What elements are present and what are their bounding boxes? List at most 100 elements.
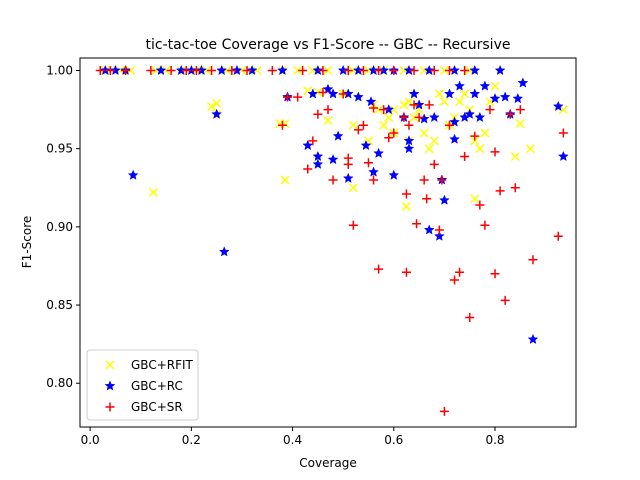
data-point-gbc-sr bbox=[389, 66, 399, 76]
data-point-gbc-sr bbox=[401, 267, 411, 277]
data-point-gbc-sr bbox=[480, 220, 490, 230]
data-point-gbc-rc bbox=[302, 139, 314, 151]
data-point-gbc-rc bbox=[231, 64, 243, 76]
data-point-gbc-rfit bbox=[510, 151, 520, 162]
data-point-gbc-rfit bbox=[429, 136, 439, 146]
data-point-gbc-sr bbox=[558, 128, 568, 138]
data-point-gbc-rc bbox=[277, 64, 288, 76]
data-point-gbc-rc bbox=[312, 158, 324, 169]
data-point-gbc-rc bbox=[557, 150, 569, 162]
data-point-gbc-rfit bbox=[399, 100, 409, 110]
data-point-gbc-sr bbox=[343, 159, 353, 169]
data-point-gbc-sr bbox=[437, 175, 447, 185]
data-point-gbc-rc bbox=[211, 108, 223, 119]
data-point-gbc-rfit bbox=[525, 144, 535, 154]
data-point-gbc-sr bbox=[490, 147, 500, 157]
data-point-gbc-rc bbox=[373, 147, 385, 158]
y-tick-label: 1.00 bbox=[46, 64, 73, 78]
data-point-gbc-rc bbox=[517, 77, 529, 88]
data-point-gbc-rc bbox=[327, 88, 339, 99]
data-point-gbc-sr bbox=[495, 186, 505, 196]
data-point-gbc-rc bbox=[408, 88, 420, 99]
x-tick-label: 0.0 bbox=[81, 433, 100, 447]
data-point-gbc-rc bbox=[368, 64, 379, 76]
data-point-gbc-sr bbox=[510, 183, 520, 193]
data-point-gbc-rfit bbox=[323, 65, 333, 76]
data-point-gbc-rc bbox=[218, 246, 230, 257]
legend-symbol-gbc-sr bbox=[105, 402, 115, 412]
data-point-gbc-sr bbox=[384, 133, 394, 143]
data-point-gbc-sr bbox=[444, 66, 454, 76]
legend-label-gbc-rfit: GBC+RFIT bbox=[131, 358, 194, 372]
data-point-gbc-sr bbox=[444, 120, 454, 130]
y-axis-label: F1-Score bbox=[20, 216, 34, 268]
data-point-gbc-sr bbox=[207, 66, 217, 76]
data-point-gbc-sr bbox=[191, 66, 201, 76]
x-tick-label: 0.2 bbox=[182, 433, 201, 447]
data-point-gbc-sr bbox=[450, 275, 460, 285]
data-point-gbc-sr bbox=[465, 313, 475, 323]
data-point-gbc-rc bbox=[388, 169, 400, 180]
data-point-gbc-rc bbox=[352, 91, 364, 102]
data-point-gbc-rc bbox=[469, 88, 481, 99]
data-point-gbc-sr bbox=[475, 200, 485, 210]
data-point-gbc-sr bbox=[485, 105, 495, 115]
data-point-gbc-sr bbox=[434, 225, 444, 235]
data-point-gbc-rc bbox=[449, 64, 460, 76]
data-point-gbc-sr bbox=[374, 264, 384, 274]
data-point-gbc-sr bbox=[414, 112, 424, 122]
data-point-gbc-rfit bbox=[384, 112, 394, 122]
data-point-gbc-rc bbox=[469, 64, 481, 76]
legend-frame bbox=[86, 349, 199, 421]
data-point-gbc-sr bbox=[277, 120, 287, 130]
legend-marker-gbc-rfit bbox=[105, 360, 115, 370]
data-marks bbox=[95, 64, 569, 416]
data-point-gbc-rc bbox=[403, 143, 415, 154]
data-point-gbc-rc bbox=[216, 64, 228, 76]
data-point-gbc-rfit bbox=[409, 112, 419, 122]
data-point-gbc-rc bbox=[368, 166, 379, 177]
y-tick-label: 0.80 bbox=[46, 376, 73, 390]
data-point-gbc-sr bbox=[267, 66, 277, 76]
legend-label-gbc-sr: GBC+SR bbox=[131, 400, 183, 414]
data-point-gbc-rfit bbox=[401, 202, 411, 212]
data-point-gbc-sr bbox=[358, 66, 368, 76]
x-tick-label: 0.4 bbox=[283, 433, 302, 447]
data-point-gbc-sr bbox=[412, 219, 422, 229]
data-point-gbc-sr bbox=[409, 100, 419, 110]
data-point-gbc-sr bbox=[439, 406, 449, 416]
data-point-gbc-sr bbox=[505, 109, 515, 119]
legend-label-gbc-rc: GBC+RC bbox=[131, 379, 183, 393]
data-point-gbc-rfit bbox=[470, 194, 480, 204]
data-point-gbc-rc bbox=[489, 92, 501, 104]
data-point-gbc-rc bbox=[322, 83, 334, 94]
data-point-gbc-rc bbox=[474, 111, 486, 123]
data-point-gbc-sr bbox=[389, 128, 399, 138]
data-point-gbc-rfit bbox=[434, 89, 444, 99]
data-point-gbc-rc bbox=[494, 64, 506, 76]
data-point-gbc-sr bbox=[313, 109, 323, 119]
data-point-gbc-sr bbox=[95, 66, 105, 76]
data-point-gbc-rfit bbox=[470, 136, 480, 146]
data-point-gbc-rc bbox=[499, 91, 511, 102]
data-point-gbc-rc bbox=[312, 64, 324, 76]
data-point-gbc-rc bbox=[413, 99, 425, 110]
data-point-gbc-rc bbox=[512, 92, 524, 104]
data-point-gbc-sr bbox=[460, 66, 470, 76]
data-point-gbc-rfit bbox=[212, 98, 222, 108]
data-point-gbc-rc bbox=[127, 169, 139, 180]
data-point-gbc-sr bbox=[293, 92, 303, 102]
x-tick-label: 0.6 bbox=[384, 433, 403, 447]
data-point-gbc-rfit bbox=[148, 187, 158, 197]
data-point-gbc-sr bbox=[460, 152, 470, 162]
y-axis-ticks: 0.80 0.85 0.90 0.95 1.00 bbox=[46, 64, 80, 390]
data-point-gbc-rfit bbox=[280, 175, 290, 185]
data-point-gbc-sr bbox=[401, 189, 411, 199]
data-point-gbc-sr bbox=[528, 255, 538, 265]
data-point-gbc-sr bbox=[515, 105, 525, 115]
data-point-gbc-rc bbox=[403, 135, 415, 146]
data-point-gbc-rc bbox=[360, 139, 372, 151]
data-point-gbc-sr bbox=[353, 125, 363, 135]
data-point-gbc-sr bbox=[166, 66, 176, 76]
